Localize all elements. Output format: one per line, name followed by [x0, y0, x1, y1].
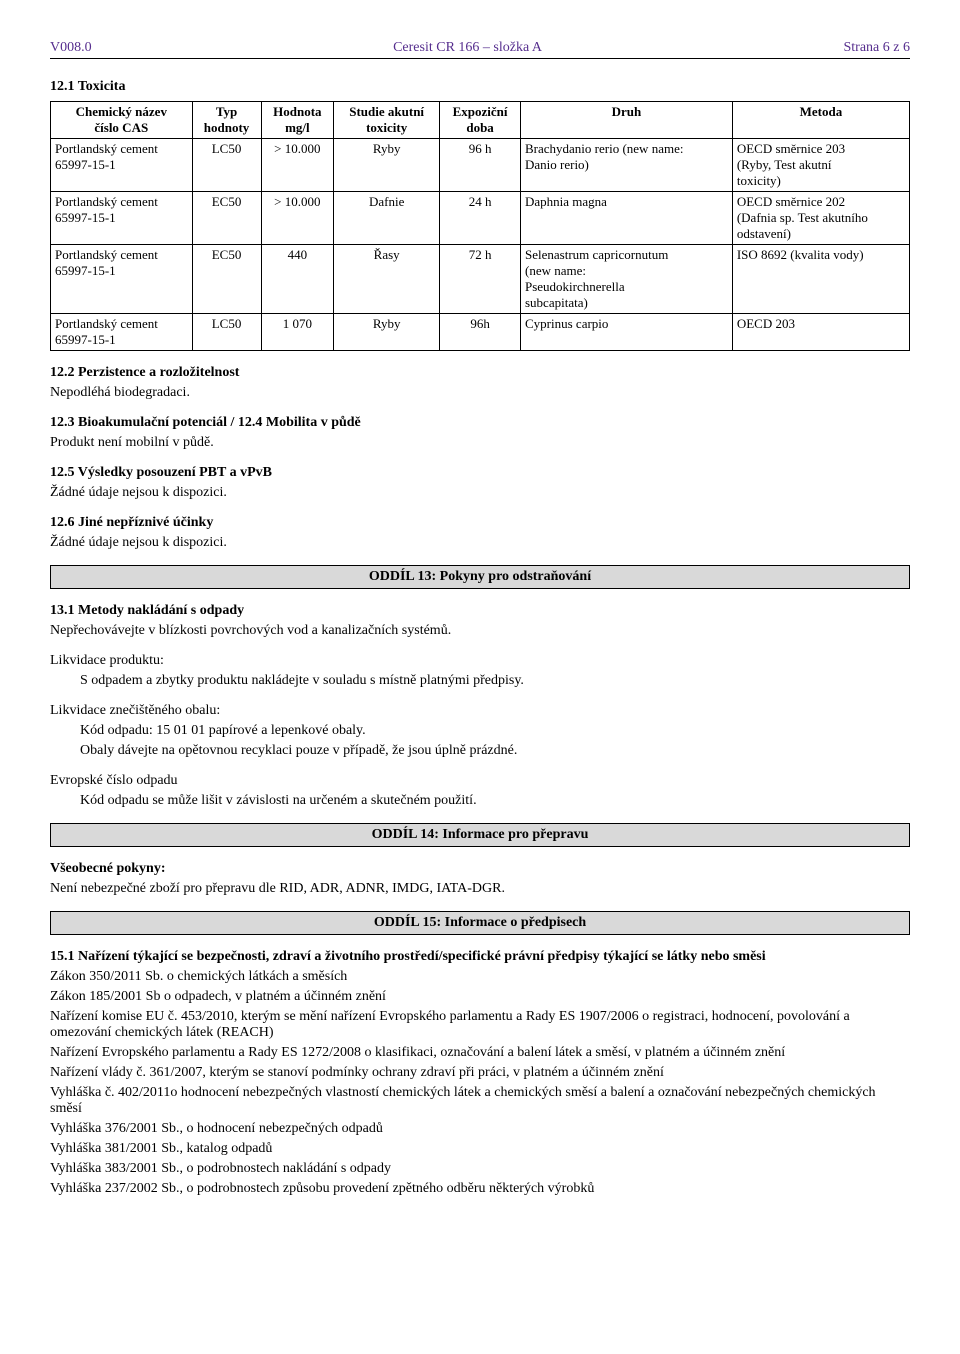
section-13-bar: ODDÍL 13: Pokyny pro odstraňování — [50, 565, 910, 589]
section-15-1-head: 15.1 Nařízení týkající se bezpečnosti, z… — [50, 949, 910, 965]
table-cell: > 10.000 — [261, 192, 334, 245]
table-header-row: Chemický název číslo CAS Typ hodnoty Hod… — [51, 102, 910, 139]
table-cell: Dafnie — [334, 192, 440, 245]
section-15-bar: ODDÍL 15: Informace o předpisech — [50, 911, 910, 935]
table-cell: Portlandský cement 65997-15-1 — [51, 192, 193, 245]
section-14-body: Není nebezpečné zboží pro přepravu dle R… — [50, 881, 910, 897]
disposal-pack-head: Likvidace znečištěného obalu: — [50, 703, 910, 719]
table-cell: EC50 — [192, 245, 261, 314]
table-cell: ISO 8692 (kvalita vody) — [732, 245, 909, 314]
table-cell: Portlandský cement 65997-15-1 — [51, 139, 193, 192]
table-cell: > 10.000 — [261, 139, 334, 192]
table-cell: 1 070 — [261, 314, 334, 351]
section-12-2-body: Nepodléhá biodegradaci. — [50, 385, 910, 401]
regulation-line: Nařízení komise EU č. 453/2010, kterým s… — [50, 1009, 910, 1041]
table-row: Portlandský cement 65997-15-1LC50> 10.00… — [51, 139, 910, 192]
table-row: Portlandský cement 65997-15-1LC501 070Ry… — [51, 314, 910, 351]
section-12-1-title: 12.1 Toxicita — [50, 79, 910, 95]
table-cell: 72 h — [440, 245, 521, 314]
table-cell: OECD 203 — [732, 314, 909, 351]
regulation-line: Nařízení Evropského parlamentu a Rady ES… — [50, 1045, 910, 1061]
section-14-head: Všeobecné pokyny: — [50, 861, 910, 877]
table-cell: LC50 — [192, 139, 261, 192]
table-cell: Cyprinus carpio — [521, 314, 733, 351]
table-row: Portlandský cement 65997-15-1EC50> 10.00… — [51, 192, 910, 245]
table-cell: Ryby — [334, 314, 440, 351]
col-chem: Chemický název číslo CAS — [51, 102, 193, 139]
section-14-bar: ODDÍL 14: Informace pro přepravu — [50, 823, 910, 847]
toxicity-table: Chemický název číslo CAS Typ hodnoty Hod… — [50, 101, 910, 351]
table-cell: Daphnia magna — [521, 192, 733, 245]
table-cell: Řasy — [334, 245, 440, 314]
table-cell: 24 h — [440, 192, 521, 245]
disposal-pack-body-b: Obaly dávejte na opětovnou recyklaci pou… — [50, 743, 910, 759]
regulation-line: Vyhláška č. 402/2011o hodnocení nebezpeč… — [50, 1085, 910, 1117]
table-cell: OECD směrnice 203 (Ryby, Test akutní tox… — [732, 139, 909, 192]
table-cell: OECD směrnice 202 (Dafnia sp. Test akutn… — [732, 192, 909, 245]
table-cell: EC50 — [192, 192, 261, 245]
table-cell: Portlandský cement 65997-15-1 — [51, 314, 193, 351]
regulation-line: Zákon 350/2011 Sb. o chemických látkách … — [50, 969, 910, 985]
header-right: Strana 6 z 6 — [844, 40, 910, 56]
page-header: V008.0 Ceresit CR 166 – složka A Strana … — [50, 40, 910, 59]
section-12-6-head: 12.6 Jiné nepříznivé účinky — [50, 515, 910, 531]
table-cell: 96 h — [440, 139, 521, 192]
table-cell: LC50 — [192, 314, 261, 351]
col-value: Hodnota mg/l — [261, 102, 334, 139]
table-cell: 440 — [261, 245, 334, 314]
table-cell: 96h — [440, 314, 521, 351]
section-12-3-body: Produkt není mobilní v půdě. — [50, 435, 910, 451]
table-cell: Ryby — [334, 139, 440, 192]
regulation-line: Vyhláška 381/2001 Sb., katalog odpadů — [50, 1141, 910, 1157]
regulation-line: Vyhláška 237/2002 Sb., o podrobnostech z… — [50, 1181, 910, 1197]
table-row: Portlandský cement 65997-15-1EC50440Řasy… — [51, 245, 910, 314]
disposal-product-body: S odpadem a zbytky produktu nakládejte v… — [50, 673, 910, 689]
section-12-5-body: Žádné údaje nejsou k dispozici. — [50, 485, 910, 501]
regulation-line: Vyhláška 376/2001 Sb., o hodnocení nebez… — [50, 1121, 910, 1137]
section-12-2-head: 12.2 Perzistence a rozložitelnost — [50, 365, 910, 381]
col-study: Studie akutní toxicity — [334, 102, 440, 139]
section-12-3-head: 12.3 Bioakumulační potenciál / 12.4 Mobi… — [50, 415, 910, 431]
table-cell: Selenastrum capricornutum (new name: Pse… — [521, 245, 733, 314]
table-cell: Brachydanio rerio (new name: Danio rerio… — [521, 139, 733, 192]
col-method: Metoda — [732, 102, 909, 139]
col-species: Druh — [521, 102, 733, 139]
eu-waste-head: Evropské číslo odpadu — [50, 773, 910, 789]
regulation-line: Nařízení vlády č. 361/2007, kterým se st… — [50, 1065, 910, 1081]
header-left: V008.0 — [50, 40, 92, 56]
table-cell: Portlandský cement 65997-15-1 — [51, 245, 193, 314]
header-center: Ceresit CR 166 – složka A — [393, 40, 542, 56]
regulation-line: Vyhláška 383/2001 Sb., o podrobnostech n… — [50, 1161, 910, 1177]
disposal-product-head: Likvidace produktu: — [50, 653, 910, 669]
section-12-5-head: 12.5 Výsledky posouzení PBT a vPvB — [50, 465, 910, 481]
col-time: Expoziční doba — [440, 102, 521, 139]
eu-waste-body: Kód odpadu se může lišit v závislosti na… — [50, 793, 910, 809]
disposal-pack-body-a: Kód odpadu: 15 01 01 papírové a lepenkov… — [50, 723, 910, 739]
section-13-1-head: 13.1 Metody nakládání s odpady — [50, 603, 910, 619]
section-13-1-body: Nepřechovávejte v blízkosti povrchových … — [50, 623, 910, 639]
col-type: Typ hodnoty — [192, 102, 261, 139]
regulation-line: Zákon 185/2001 Sb o odpadech, v platném … — [50, 989, 910, 1005]
section-12-6-body: Žádné údaje nejsou k dispozici. — [50, 535, 910, 551]
